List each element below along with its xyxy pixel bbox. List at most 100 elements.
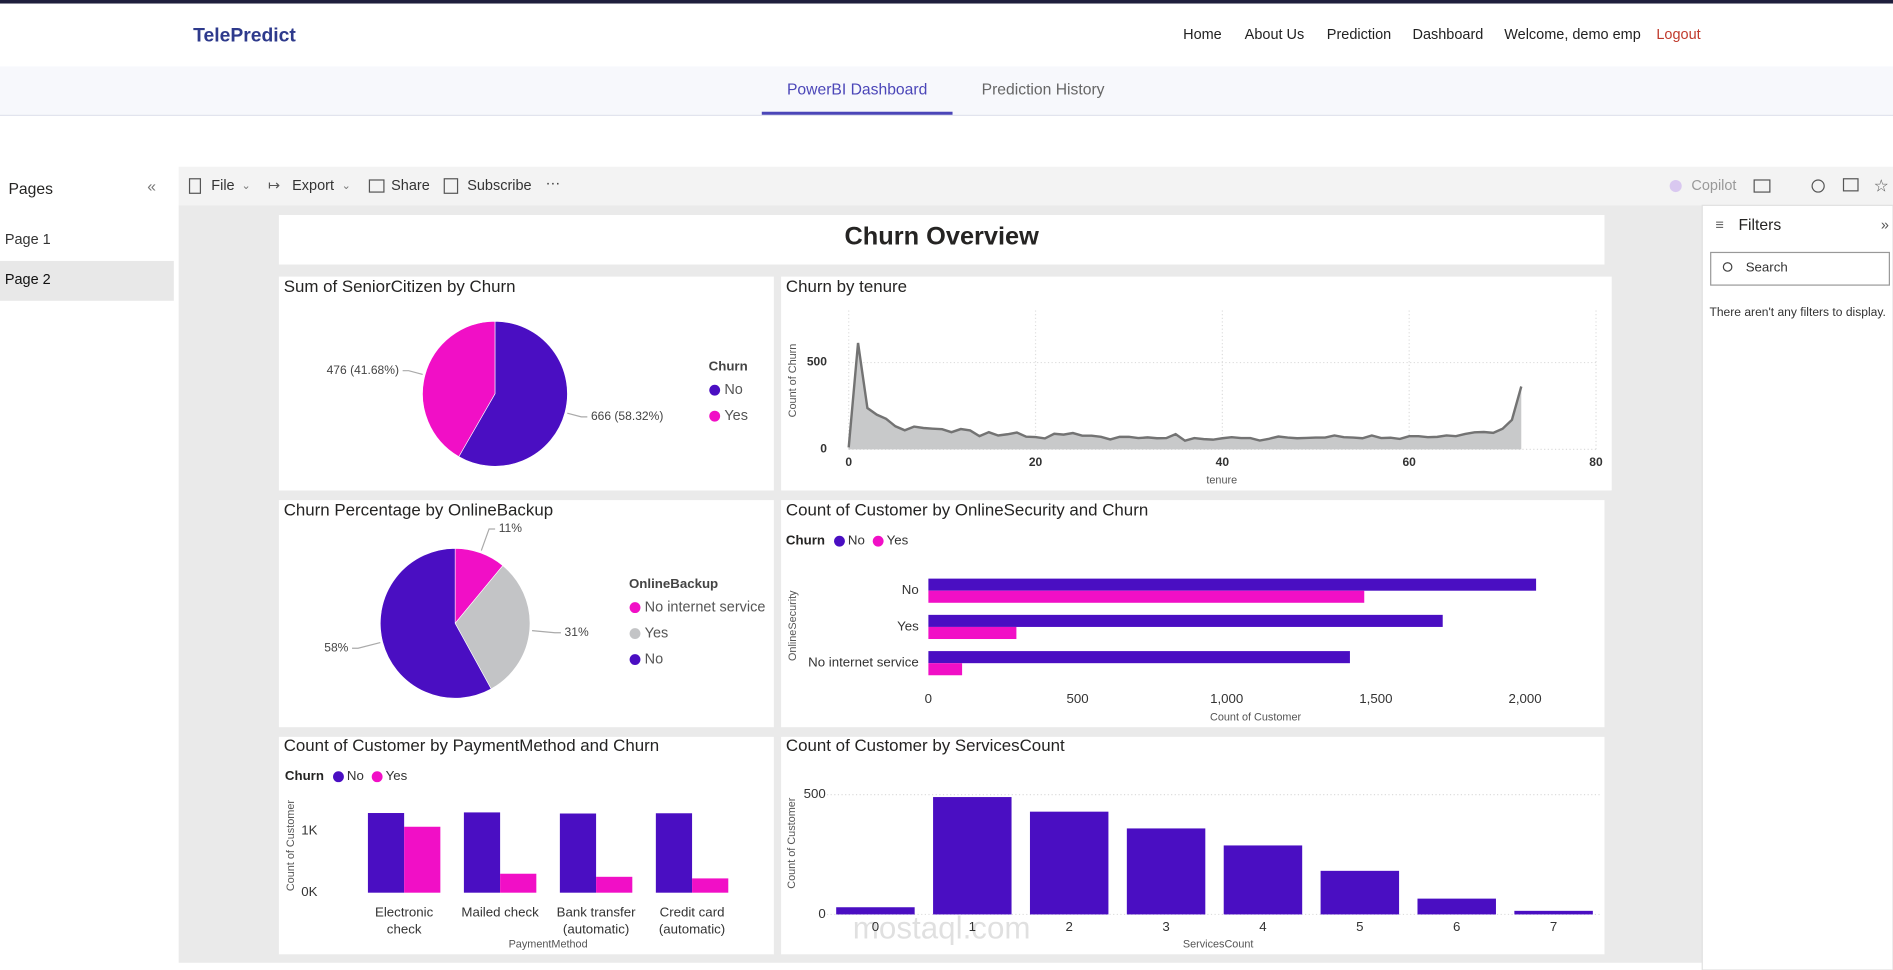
x-tick-label: 0 xyxy=(925,691,932,706)
bar xyxy=(928,651,1350,664)
y-tick-label: No xyxy=(902,582,919,597)
search-placeholder[interactable]: Search xyxy=(1746,260,1788,275)
x-tick-label: 1,500 xyxy=(1359,691,1392,706)
legend-label: No xyxy=(848,533,865,548)
chevron: ⌄ xyxy=(241,180,250,192)
copilot-icon xyxy=(1669,179,1682,193)
toolbar-item[interactable]: File xyxy=(211,178,234,194)
pie-slice xyxy=(454,565,531,690)
copilot[interactable]: Copilot xyxy=(1691,178,1736,194)
pie-slice xyxy=(380,548,492,699)
legend-marker xyxy=(629,628,641,640)
brand[interactable]: TelePredict xyxy=(193,25,296,46)
chart-title: Churn Percentage by OnlineBackup xyxy=(284,500,553,519)
refresh-icon[interactable] xyxy=(1811,179,1825,193)
bar xyxy=(1223,845,1303,915)
tab[interactable]: Prediction History xyxy=(982,82,1105,99)
toolbar-item[interactable]: Export xyxy=(292,178,334,194)
x-axis-title: ServicesCount xyxy=(1183,939,1254,951)
x-axis-title: Count of Customer xyxy=(1210,711,1301,723)
bar xyxy=(1417,898,1496,915)
tab-active[interactable]: PowerBI Dashboard xyxy=(787,82,927,99)
legend-marker xyxy=(872,535,884,547)
legend-title: Churn xyxy=(786,533,825,548)
charts: Sum of SeniorCitizen by Churn Churn 666 (5… xyxy=(284,277,1603,951)
legend-title: Churn xyxy=(709,359,748,374)
toolbar-item[interactable]: Share xyxy=(391,178,430,194)
x-tick-label: 1 xyxy=(969,919,976,934)
page-item[interactable]: Page 2 xyxy=(5,272,51,288)
y-tick-label: Yes xyxy=(897,618,919,633)
navbar xyxy=(0,3,1893,67)
subscribe-icon xyxy=(443,178,459,194)
legend-label: Yes xyxy=(386,768,408,783)
bar xyxy=(928,626,1017,640)
legend-label: No internet service xyxy=(645,599,766,615)
view-icon[interactable] xyxy=(1753,179,1771,193)
expand-icon[interactable]: » xyxy=(1881,218,1889,234)
filters-empty: There aren't any filters to display. xyxy=(1709,305,1885,319)
filters-pane xyxy=(1701,204,1893,970)
x-axis-title: PaymentMethod xyxy=(509,939,588,951)
legend-marker xyxy=(629,654,641,665)
page-selected xyxy=(0,260,174,301)
y-tick-label: 1K xyxy=(301,823,317,838)
collapse-icon[interactable]: « xyxy=(147,178,156,195)
watermark: mostaql.com xyxy=(853,910,1031,945)
legend-marker xyxy=(709,410,721,422)
data-label: 476 (41.68%) xyxy=(327,363,399,377)
bar xyxy=(692,878,729,893)
toolbar-item[interactable]: Subscribe xyxy=(467,178,531,194)
logout[interactable]: Logout xyxy=(1656,27,1700,43)
legend-marker xyxy=(371,771,383,783)
chart-title: Sum of SeniorCitizen by Churn xyxy=(284,277,516,296)
page-item[interactable]: Page 1 xyxy=(5,232,51,248)
leader-line xyxy=(402,370,423,376)
bar xyxy=(655,813,693,893)
nav-link[interactable]: Home xyxy=(1183,27,1222,43)
bar xyxy=(928,578,1537,591)
x-tick-label: 1,000 xyxy=(1210,691,1243,706)
nav-link[interactable]: Prediction xyxy=(1327,27,1391,43)
bar xyxy=(1029,811,1109,915)
area xyxy=(848,342,1522,450)
pie-slice xyxy=(422,321,496,458)
legend-label: Yes xyxy=(645,625,669,641)
bar xyxy=(500,873,537,893)
bar xyxy=(1320,870,1400,915)
x-tick-label: 20 xyxy=(1029,455,1043,469)
card xyxy=(781,276,1612,491)
x-tick-label: 6 xyxy=(1453,919,1460,934)
x-tick-label: 500 xyxy=(1066,691,1088,706)
leader-line xyxy=(567,412,588,418)
comment-icon[interactable] xyxy=(1842,178,1859,192)
tab-bar xyxy=(0,66,1893,115)
x-tick-label: Electronic xyxy=(375,905,434,920)
title-card xyxy=(278,215,1605,265)
leader-line xyxy=(532,629,561,634)
x-tick-label: Mailed check xyxy=(461,905,539,920)
nav-link[interactable]: About Us xyxy=(1245,27,1305,43)
bar xyxy=(928,590,1365,603)
bar xyxy=(596,876,633,893)
x-tick-label: 5 xyxy=(1356,919,1363,934)
bar xyxy=(836,907,915,915)
bar xyxy=(367,813,405,893)
x-tick-label: Credit card xyxy=(660,905,725,920)
filters-title: Filters xyxy=(1738,217,1781,234)
pie-slice xyxy=(458,321,568,467)
legend-label: Yes xyxy=(724,408,748,424)
chart-title: Count of Customer by ServicesCount xyxy=(786,736,1065,755)
legend-marker xyxy=(709,384,721,396)
search-box[interactable] xyxy=(1710,251,1890,286)
nav-link[interactable]: Dashboard xyxy=(1413,27,1484,43)
more[interactable]: ··· xyxy=(546,175,560,191)
favorite-icon[interactable]: ☆ xyxy=(1874,177,1889,196)
x-tick-label: 7 xyxy=(1550,919,1557,934)
x-tick-label: 40 xyxy=(1216,455,1230,469)
x-tick-label: (automatic) xyxy=(659,922,725,937)
chart-title: Count of Customer by OnlineSecurity and … xyxy=(786,500,1148,519)
y-axis-title: Count of Churn xyxy=(787,344,799,418)
